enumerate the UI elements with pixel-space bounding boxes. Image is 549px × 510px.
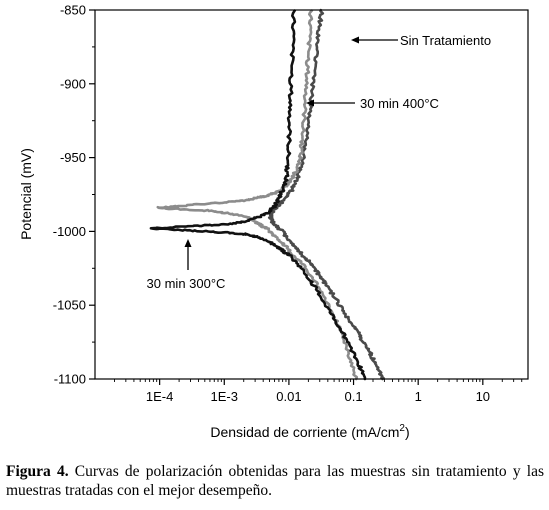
annotation-arrow-head	[351, 36, 359, 44]
y-tick-label: -850	[60, 3, 86, 18]
annotation-label: 30 min 400°C	[360, 96, 439, 111]
annotation-30min-400: 30 min 400°C	[306, 96, 439, 111]
y-tick-label: -900	[60, 76, 86, 91]
x-tick-label: 1E-3	[211, 389, 238, 404]
caption-text: Curvas de polarización obtenidas para la…	[6, 463, 544, 499]
x-tick-label: 0.01	[276, 389, 301, 404]
x-axis-label: Densidad de corriente (mA/cm2)	[210, 423, 409, 440]
series-line-30-min-400-c	[156, 9, 359, 381]
polarization-chart: -850 -900 -950 -1000 -1050 -1100 1E-4 1E-3 0.01 0…	[18, 3, 529, 440]
y-tick-label: -1050	[53, 298, 86, 313]
x-axis-label-end: )	[405, 424, 410, 440]
y-tick-label: -1100	[54, 372, 86, 387]
annotation-label: Sin Tratamiento	[400, 33, 491, 48]
y-tick-label: -1000	[53, 224, 86, 239]
annotation-arrow-head	[306, 99, 314, 107]
y-axis-label: Potencial (mV)	[18, 148, 34, 240]
figure-caption: Figura 4. Curvas de polarización obtenid…	[6, 462, 544, 500]
series-line-30-min-300-c	[149, 9, 367, 381]
x-tick-label: 10	[476, 389, 490, 404]
plot-frame	[94, 9, 529, 380]
annotation-arrow-head	[184, 239, 192, 247]
x-tick-label: 1E-4	[146, 389, 173, 404]
series-line-sin-tratamiento	[267, 8, 385, 381]
y-tick-label: -950	[60, 150, 86, 165]
annotation-sin-tratamiento: Sin Tratamiento	[351, 33, 491, 48]
axes-layer: -850 -900 -950 -1000 -1050 -1100 1E-4 1E-3 0.01 0…	[53, 3, 523, 404]
x-axis-label-sup: 2	[399, 423, 405, 434]
series-layer	[149, 8, 385, 381]
x-tick-label: 0.1	[345, 389, 363, 404]
annotation-label: 30 min 300°C	[147, 276, 226, 291]
caption-label: Figura 4.	[6, 463, 69, 480]
x-axis-label-main: Densidad de corriente (mA/cm	[210, 424, 399, 440]
x-tick-label: 1	[415, 389, 422, 404]
annotation-30min-300: 30 min 300°C	[147, 239, 226, 291]
